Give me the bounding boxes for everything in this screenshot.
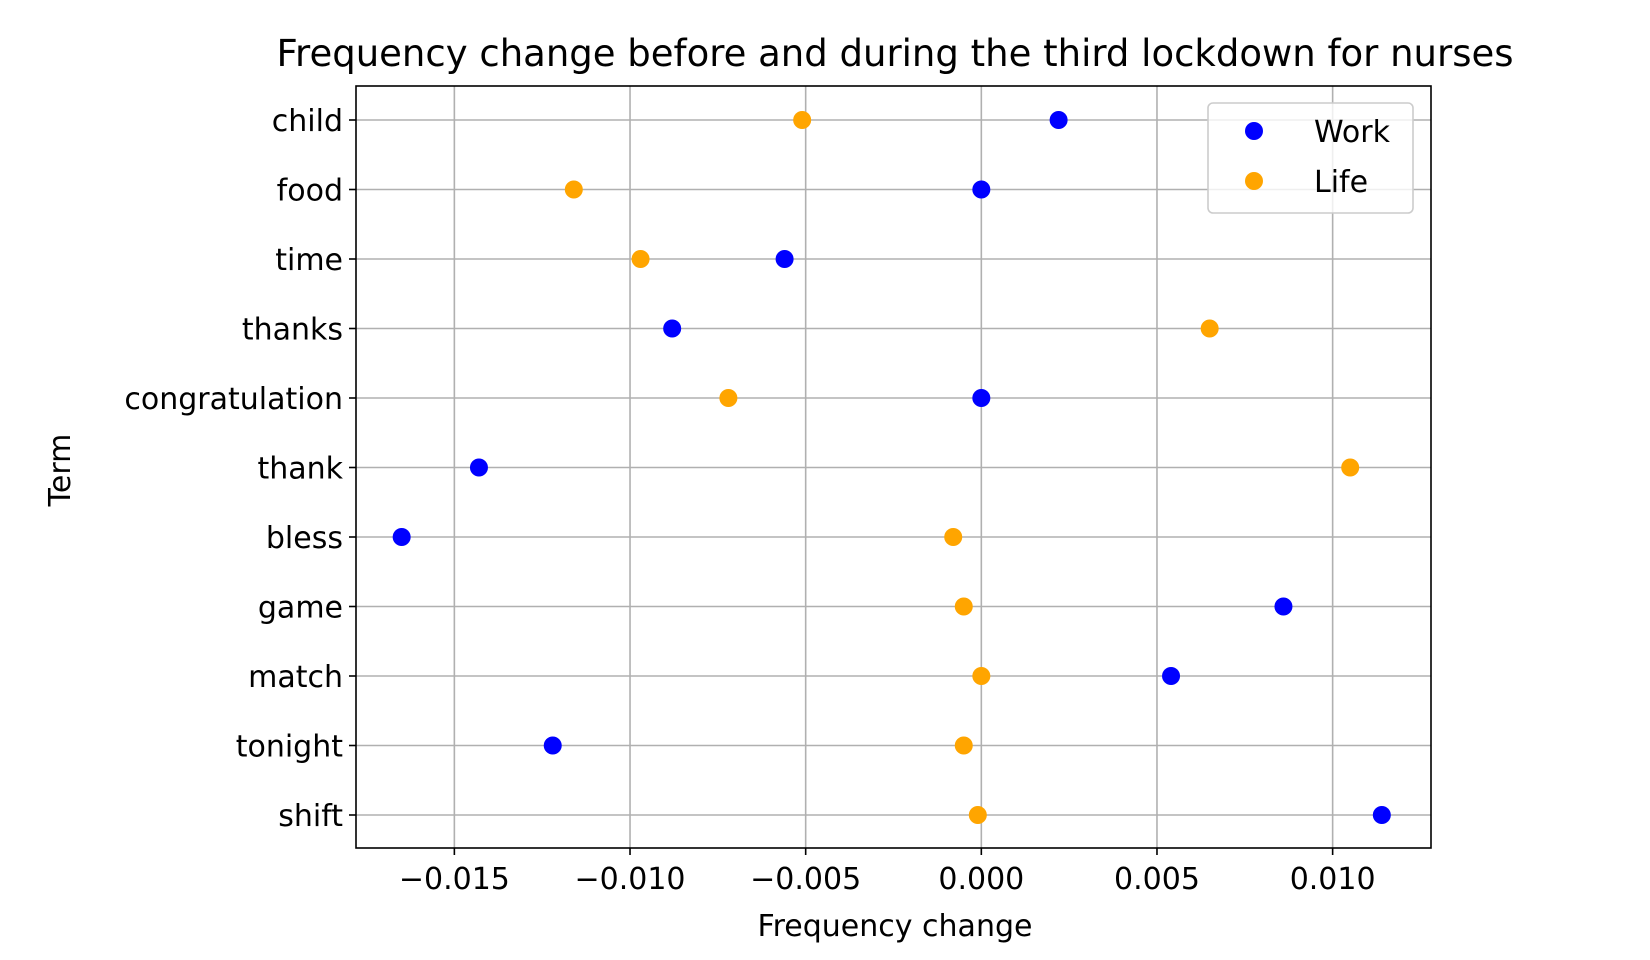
work-point (1049, 111, 1068, 129)
work-point (775, 250, 794, 268)
work-point (1372, 806, 1391, 824)
work-point (1162, 667, 1181, 685)
life-point (972, 667, 991, 685)
axis-ticks: −0.015 −0.010 −0.005 0.000 0.005 0.010 child fo… (124, 104, 1375, 897)
life-point (631, 250, 650, 268)
x-tick-label: −0.005 (750, 862, 861, 897)
x-tick-label: −0.010 (575, 862, 686, 897)
life-point (968, 806, 987, 824)
work-point (543, 736, 562, 755)
y-tick-label: congratulation (124, 382, 343, 417)
y-axis-label: Term (43, 434, 78, 508)
life-point (793, 111, 812, 129)
legend-marker-work (1245, 122, 1263, 140)
work-point (663, 319, 682, 338)
work-point (469, 458, 488, 477)
x-axis-label: Frequency change (758, 909, 1033, 944)
life-point (944, 528, 963, 546)
y-tick-label: thanks (242, 313, 343, 348)
x-tick-label: 0.005 (1114, 862, 1200, 897)
y-tick-label: thank (257, 452, 343, 487)
life-point (1341, 458, 1360, 477)
data-points (392, 111, 1391, 824)
chart-title: Frequency change before and during the t… (276, 32, 1513, 75)
life-point (564, 180, 583, 199)
life-point (1200, 319, 1219, 338)
y-tick-label: game (258, 591, 343, 626)
work-point (1274, 597, 1293, 616)
y-tick-label: bless (266, 521, 343, 556)
legend: Work Life (1207, 102, 1414, 214)
y-tick-label: child (272, 104, 343, 139)
life-point (954, 597, 973, 616)
legend-label-work: Work (1314, 115, 1391, 150)
legend-marker-life (1245, 172, 1263, 190)
life-point (954, 736, 973, 755)
work-point (392, 528, 411, 546)
y-tick-label: time (275, 243, 343, 278)
x-tick-label: −0.015 (399, 862, 510, 897)
y-tick-label: shift (278, 799, 343, 834)
x-tick-label: 0.000 (938, 862, 1024, 897)
life-point (719, 389, 738, 407)
legend-label-life: Life (1314, 165, 1368, 200)
y-tick-label: match (248, 660, 343, 695)
y-tick-label: food (277, 174, 343, 209)
work-point (972, 180, 991, 199)
y-tick-label: tonight (236, 730, 344, 765)
work-point (972, 389, 991, 407)
x-tick-label: 0.010 (1290, 862, 1376, 897)
